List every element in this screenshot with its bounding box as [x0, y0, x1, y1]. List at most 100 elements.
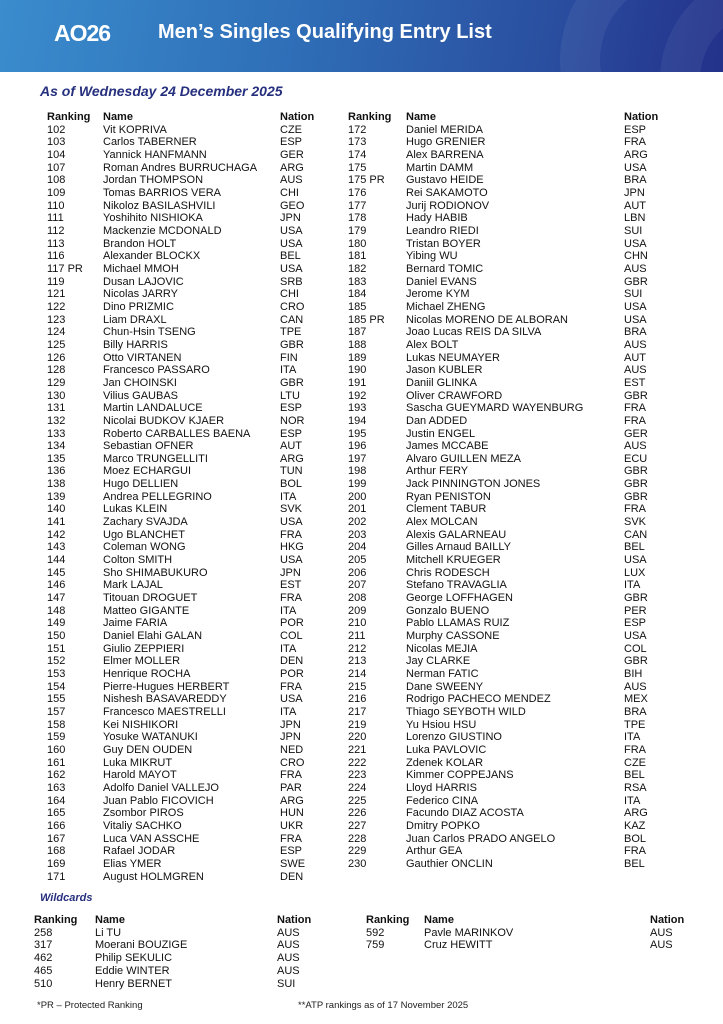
player-name-cell: Roberto CARBALLES BAENA — [103, 427, 251, 440]
ranking-cell: 187 — [348, 326, 367, 339]
ranking-cell: 124 — [47, 326, 66, 339]
ranking-cell: 462 — [34, 952, 53, 965]
date-line: As of Wednesday 24 December 2025 — [40, 83, 283, 99]
player-name-cell: Jan CHOINSKI — [103, 376, 177, 389]
player-name-cell: Clement TABUR — [406, 503, 487, 516]
ranking-cell: 163 — [47, 781, 66, 794]
nation-header: Nation — [650, 914, 685, 926]
ranking-cell: 109 — [47, 186, 66, 199]
ranking-cell: 152 — [47, 655, 66, 668]
ranking-cell: 110 — [47, 199, 65, 212]
player-name-cell: Billy HARRIS — [103, 338, 168, 351]
ranking-cell: 159 — [47, 731, 66, 744]
player-name-cell: Francesco MAESTRELLI — [103, 706, 226, 719]
ranking-cell: 227 — [348, 819, 367, 832]
ranking-cell: 168 — [47, 845, 66, 858]
nation-cell: JPN — [624, 186, 645, 199]
player-name-cell: Elias YMER — [103, 857, 162, 870]
nation-cell: AUT — [280, 440, 302, 453]
player-name-cell: Zsombor PIROS — [103, 807, 184, 820]
nation-cell: SRB — [280, 275, 303, 288]
nation-cell: FRA — [280, 680, 302, 693]
player-name-cell: Otto VIRTANEN — [103, 351, 182, 364]
nation-header: Nation — [277, 914, 312, 926]
nation-cell: BRA — [624, 174, 647, 187]
ranking-cell: 116 — [47, 250, 65, 263]
ranking-cell: 150 — [47, 630, 66, 643]
nation-cell: ESP — [280, 427, 303, 440]
ranking-cell: 155 — [47, 693, 66, 706]
player-name-cell: Pavle MARINKOV — [424, 926, 514, 939]
ranking-cell: 175 — [348, 161, 367, 174]
nation-cell: EST — [624, 376, 646, 389]
ranking-cell: 176 — [348, 186, 367, 199]
ranking-cell: 134 — [47, 440, 66, 453]
name-header: Name — [95, 914, 125, 926]
ranking-cell: 160 — [47, 744, 66, 756]
ranking-cell: 183 — [348, 275, 367, 288]
nation-cell: ITA — [280, 490, 297, 503]
ranking-cell: 215 — [348, 680, 367, 693]
footnote-pr: *PR – Protected Ranking — [37, 1000, 143, 1011]
nation-cell: GBR — [624, 490, 648, 503]
player-name-cell: Michael ZHENG — [406, 300, 486, 313]
ranking-cell: 216 — [348, 693, 367, 706]
ranking-cell: 161 — [47, 756, 66, 769]
ranking-cell: 145 — [47, 566, 66, 579]
ranking-cell: 223 — [348, 769, 367, 782]
nation-cell: ARG — [624, 148, 648, 161]
ranking-cell: 147 — [47, 592, 66, 605]
nation-cell: JPN — [280, 566, 301, 579]
player-name-cell: Lorenzo GIUSTINO — [406, 731, 502, 744]
nation-header: Nation — [280, 111, 315, 123]
ranking-cell: 167 — [47, 832, 66, 845]
nation-cell: FRA — [280, 832, 302, 845]
ranking-cell: 196 — [348, 440, 367, 453]
ranking-cell: 193 — [348, 402, 367, 415]
player-name-cell: Arthur GEA — [406, 845, 463, 858]
player-name-cell: Daniil GLINKA — [406, 376, 477, 389]
player-name-cell: Yannick HANFMANN — [103, 148, 207, 161]
nation-cell: NOR — [280, 414, 305, 427]
ranking-cell: 151 — [47, 642, 66, 655]
ranking-cell: 203 — [348, 528, 367, 541]
player-name-cell: Nicolas MEJIA — [406, 642, 478, 655]
player-name-cell: Sascha GUEYMARD WAYENBURG — [406, 402, 584, 415]
nation-cell: FRA — [280, 769, 302, 782]
player-name-cell: Alex BARRENA — [406, 148, 484, 161]
nation-cell: FRA — [280, 592, 302, 605]
page-title: Men’s Singles Qualifying Entry List — [158, 21, 492, 43]
nation-cell: FRA — [624, 136, 646, 149]
ranking-cell: 148 — [47, 604, 66, 617]
player-name-cell: Chris RODESCH — [406, 566, 490, 579]
nation-cell: ITA — [280, 604, 297, 617]
nation-cell: USA — [280, 262, 303, 275]
nation-cell: AUS — [624, 262, 647, 275]
ranking-cell: 200 — [348, 490, 367, 503]
ranking-header: Ranking — [47, 111, 91, 123]
player-name-cell: Nicolas JARRY — [103, 288, 178, 301]
player-name-cell: Daniel Elahi GALAN — [103, 630, 203, 643]
ranking-cell: 258 — [34, 926, 53, 939]
nation-cell: USA — [280, 237, 303, 250]
player-name-cell: Thiago SEYBOTH WILD — [406, 706, 526, 719]
ranking-cell: 165 — [47, 807, 66, 820]
player-name-cell: Eddie WINTER — [95, 964, 170, 977]
player-name-cell: Bernard TOMIC — [406, 262, 484, 275]
nation-cell: ITA — [624, 579, 641, 592]
player-name-cell: Daniel EVANS — [406, 275, 477, 288]
nation-cell: AUS — [277, 926, 300, 939]
player-name-cell: Yosuke WATANUKI — [103, 731, 198, 744]
ranking-cell: 225 — [348, 794, 367, 807]
nation-cell: GER — [624, 427, 648, 440]
ranking-cell: 210 — [348, 617, 367, 630]
nation-header: Nation — [624, 111, 659, 123]
nation-cell: FRA — [624, 744, 646, 756]
nation-cell: LBN — [624, 212, 646, 225]
wildcards-heading: Wildcards — [40, 892, 93, 904]
ranking-cell: 194 — [348, 414, 367, 427]
ao26-logo: AO26 — [54, 20, 111, 46]
nation-cell: USA — [624, 630, 647, 643]
player-name-cell: Brandon HOLT — [103, 237, 177, 250]
ranking-cell: 111 — [47, 212, 64, 225]
